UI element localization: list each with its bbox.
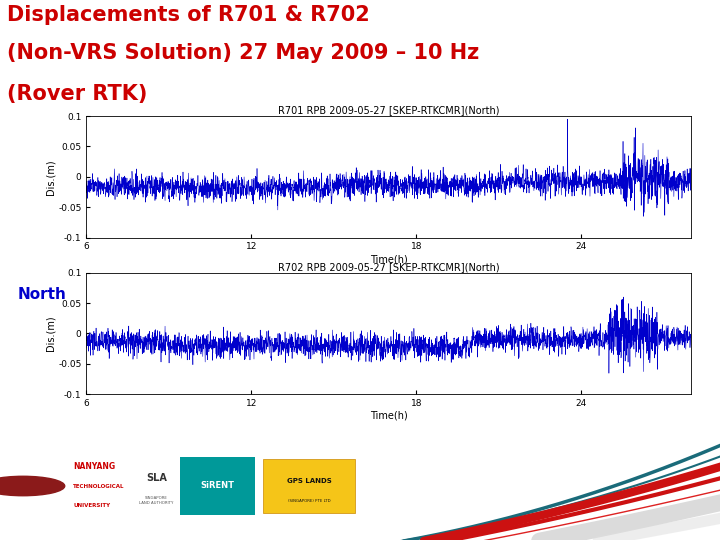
Text: (Rover RTK): (Rover RTK) xyxy=(7,84,148,104)
X-axis label: Time(h): Time(h) xyxy=(370,254,408,264)
Bar xyxy=(263,459,355,513)
Title: R702 RPB 2009-05-27 [SKEP-RTKCMR](North): R702 RPB 2009-05-27 [SKEP-RTKCMR](North) xyxy=(278,262,500,272)
Text: GPS LANDS: GPS LANDS xyxy=(287,478,331,484)
Text: TECHNOLOGICAL: TECHNOLOGICAL xyxy=(73,483,125,489)
Y-axis label: Dis.(m): Dis.(m) xyxy=(45,159,55,194)
Text: North: North xyxy=(18,287,67,302)
Text: SiRENT: SiRENT xyxy=(200,482,234,490)
Text: UNIVERSITY: UNIVERSITY xyxy=(73,503,110,508)
Text: Displacements of R701 & R702: Displacements of R701 & R702 xyxy=(7,5,370,25)
Text: SINGAPORE
LAND AUTHORITY: SINGAPORE LAND AUTHORITY xyxy=(140,496,174,505)
Text: (SINGAPORE) PTE LTD: (SINGAPORE) PTE LTD xyxy=(288,498,330,503)
X-axis label: Time(h): Time(h) xyxy=(370,411,408,421)
Bar xyxy=(140,462,174,510)
Bar xyxy=(179,457,255,515)
Circle shape xyxy=(0,476,65,496)
Y-axis label: Dis.(m): Dis.(m) xyxy=(45,316,55,351)
Title: R701 RPB 2009-05-27 [SKEP-RTKCMR](North): R701 RPB 2009-05-27 [SKEP-RTKCMR](North) xyxy=(278,105,500,116)
Text: SLA: SLA xyxy=(146,473,167,483)
Text: (Non-VRS Solution) 27 May 2009 – 10 Hz: (Non-VRS Solution) 27 May 2009 – 10 Hz xyxy=(7,43,480,63)
Text: NANYANG: NANYANG xyxy=(73,462,115,471)
